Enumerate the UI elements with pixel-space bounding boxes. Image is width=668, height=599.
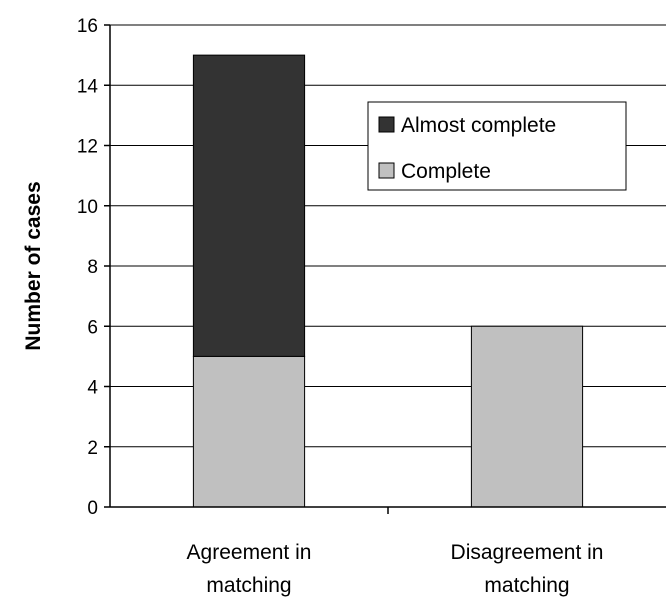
legend-swatch-complete (378, 162, 395, 179)
y-tick-label: 2 (87, 438, 98, 459)
legend-label-complete: Complete (401, 160, 491, 183)
y-tick-label: 14 (77, 76, 99, 97)
y-tick-labels: 0 2 4 6 8 10 12 14 16 (77, 16, 110, 519)
y-tick-label: 16 (77, 16, 98, 37)
bar-segment-complete (192, 355, 306, 508)
x-category-label: Disagreement in (451, 541, 604, 564)
x-category-labels: Agreement in matching Disagreement in match… (187, 507, 604, 597)
y-tick-label: 0 (87, 498, 98, 519)
y-tick-label: 6 (87, 317, 98, 338)
y-tick-label: 10 (77, 197, 98, 218)
legend-label-almost-complete: Almost complete (401, 114, 556, 137)
bar-segment-complete (470, 325, 584, 508)
y-tick-label: 8 (87, 257, 98, 278)
y-tick-label: 12 (77, 137, 98, 158)
bar-segment-almost-complete (192, 54, 306, 357)
y-axis-title: Number of cases (22, 181, 45, 350)
legend-box (367, 101, 627, 191)
x-category-label: matching (206, 574, 291, 597)
x-category-label: matching (484, 574, 569, 597)
x-category-label: Agreement in (187, 541, 312, 564)
bars (192, 54, 584, 508)
legend-swatch-almost-complete (378, 116, 395, 133)
y-tick-label: 4 (87, 378, 98, 399)
legend: Almost complete Complete (367, 101, 627, 191)
